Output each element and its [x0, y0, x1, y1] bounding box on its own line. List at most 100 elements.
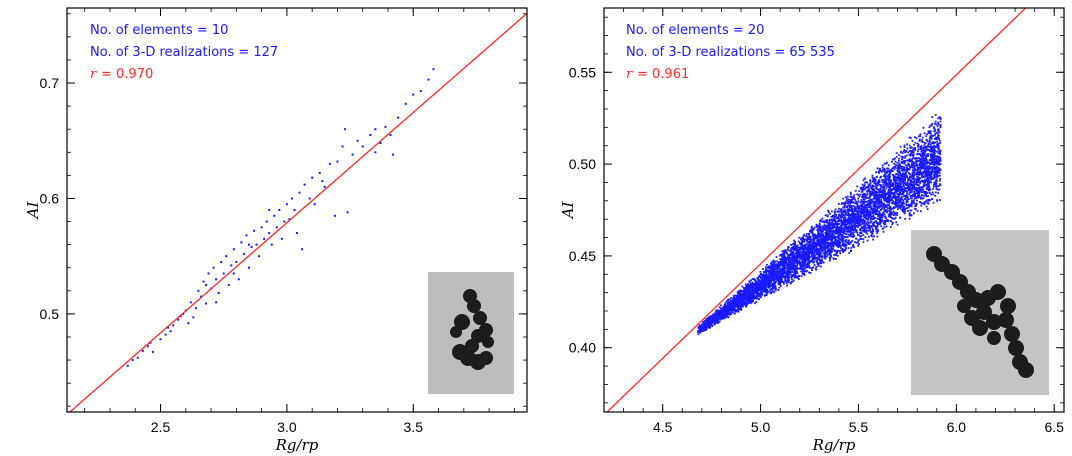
data-point	[346, 211, 349, 214]
data-point	[906, 190, 909, 193]
data-point	[819, 245, 822, 248]
data-point	[859, 186, 862, 189]
data-point	[855, 229, 858, 232]
data-point	[906, 159, 909, 162]
data-point	[911, 139, 914, 142]
data-point	[802, 237, 805, 240]
data-point	[832, 243, 835, 246]
data-point	[865, 204, 868, 207]
data-point	[839, 209, 842, 212]
data-point	[871, 174, 874, 177]
data-point	[911, 158, 914, 160]
data-point	[827, 230, 830, 233]
data-point	[891, 223, 894, 226]
data-point	[935, 123, 938, 126]
data-point	[805, 243, 808, 246]
data-point	[829, 229, 831, 232]
data-point	[778, 286, 781, 289]
data-point	[852, 234, 855, 236]
data-point	[896, 204, 899, 207]
data-point	[699, 326, 702, 329]
data-point	[872, 185, 875, 187]
data-point	[846, 195, 849, 198]
data-point	[844, 245, 846, 248]
data-point	[785, 252, 788, 255]
data-point	[779, 263, 782, 266]
data-point	[934, 122, 936, 125]
data-point	[850, 234, 852, 237]
data-point	[725, 309, 728, 311]
data-point	[929, 158, 932, 161]
data-point	[772, 290, 774, 293]
data-point	[879, 220, 881, 223]
data-point	[879, 168, 882, 171]
data-point	[815, 251, 818, 253]
data-point	[896, 211, 899, 214]
data-point	[894, 160, 897, 163]
data-point	[212, 266, 215, 269]
data-point	[830, 242, 833, 245]
data-point	[855, 200, 858, 203]
data-point	[846, 206, 849, 209]
data-point	[870, 226, 873, 229]
data-point	[903, 205, 906, 208]
data-point	[708, 326, 711, 329]
data-point	[917, 192, 920, 194]
data-point	[745, 305, 748, 308]
data-point	[926, 145, 929, 148]
data-point	[767, 274, 770, 277]
data-point	[842, 243, 844, 246]
data-point	[910, 187, 913, 190]
data-point	[858, 206, 861, 208]
data-point	[847, 243, 850, 245]
data-point	[703, 319, 706, 322]
data-point	[873, 217, 876, 219]
data-point	[908, 163, 910, 166]
data-point	[920, 173, 922, 176]
data-point	[863, 220, 866, 222]
points-group	[697, 113, 942, 336]
data-point	[798, 256, 801, 259]
data-point	[920, 150, 923, 153]
data-point	[861, 203, 864, 206]
data-point	[227, 284, 230, 287]
data-point	[904, 169, 907, 172]
data-point	[770, 269, 773, 272]
data-point	[913, 157, 916, 160]
data-point	[151, 350, 154, 353]
data-point	[871, 209, 874, 212]
data-point	[720, 304, 722, 307]
data-point	[915, 187, 917, 190]
data-point	[698, 326, 700, 329]
data-point	[745, 285, 748, 288]
data-point	[761, 275, 764, 277]
data-point	[919, 196, 922, 199]
data-point	[876, 196, 879, 199]
data-point	[867, 184, 870, 186]
data-point	[909, 209, 912, 212]
data-point	[917, 148, 920, 151]
data-point	[739, 294, 742, 296]
data-point	[805, 263, 808, 266]
data-point	[903, 149, 906, 151]
data-point	[869, 231, 872, 233]
data-point	[929, 150, 931, 153]
data-point	[884, 171, 887, 174]
data-point	[427, 78, 430, 81]
data-point	[784, 250, 787, 253]
data-point	[836, 254, 839, 257]
data-point	[834, 253, 836, 256]
data-point	[923, 192, 926, 195]
data-point	[872, 238, 874, 241]
data-point	[854, 241, 856, 244]
data-point	[796, 267, 799, 270]
data-point	[861, 229, 864, 232]
data-point	[889, 169, 892, 172]
data-point	[809, 241, 812, 244]
data-point	[892, 173, 895, 176]
data-point	[920, 144, 923, 147]
data-point	[929, 144, 932, 146]
data-point	[883, 190, 886, 193]
data-point	[889, 226, 892, 228]
chart-right: 4.5 5.0 5.5 6.0 6.50.400.450.500.55 No. of e…	[559, 7, 1065, 454]
